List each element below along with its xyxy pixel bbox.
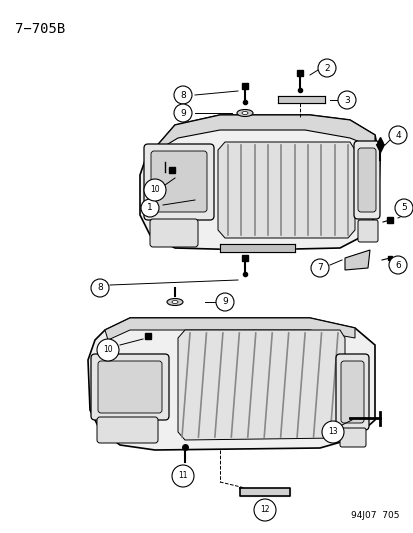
Polygon shape: [344, 250, 369, 270]
Text: 11: 11: [178, 472, 188, 481]
FancyBboxPatch shape: [151, 151, 206, 212]
Polygon shape: [178, 330, 344, 440]
Polygon shape: [88, 318, 374, 450]
Text: 6: 6: [394, 261, 400, 270]
FancyBboxPatch shape: [353, 141, 379, 219]
FancyBboxPatch shape: [97, 417, 158, 443]
Circle shape: [91, 279, 109, 297]
FancyBboxPatch shape: [357, 148, 375, 212]
Circle shape: [337, 91, 355, 109]
Polygon shape: [240, 488, 289, 496]
Circle shape: [171, 465, 194, 487]
Polygon shape: [140, 115, 379, 250]
Circle shape: [254, 499, 275, 521]
Ellipse shape: [171, 301, 178, 303]
Circle shape: [394, 199, 412, 217]
Text: 2: 2: [323, 63, 329, 72]
Circle shape: [388, 256, 406, 274]
Polygon shape: [218, 142, 354, 238]
Ellipse shape: [242, 111, 247, 115]
Circle shape: [388, 126, 406, 144]
Circle shape: [97, 339, 119, 361]
Text: 7: 7: [316, 263, 322, 272]
Text: 3: 3: [343, 95, 349, 104]
Ellipse shape: [236, 109, 252, 117]
Text: 13: 13: [328, 427, 337, 437]
FancyBboxPatch shape: [357, 220, 377, 242]
Text: 5: 5: [400, 204, 406, 213]
Circle shape: [317, 59, 335, 77]
FancyBboxPatch shape: [91, 354, 169, 420]
Circle shape: [144, 179, 166, 201]
FancyBboxPatch shape: [340, 361, 363, 423]
Circle shape: [216, 293, 233, 311]
Text: 4: 4: [394, 131, 400, 140]
Circle shape: [173, 104, 192, 122]
Text: 12: 12: [260, 505, 269, 514]
Text: 1: 1: [147, 204, 152, 213]
FancyBboxPatch shape: [144, 144, 214, 220]
Circle shape: [310, 259, 328, 277]
Circle shape: [321, 421, 343, 443]
Text: 10: 10: [103, 345, 112, 354]
Circle shape: [173, 86, 192, 104]
Polygon shape: [105, 318, 354, 340]
FancyBboxPatch shape: [98, 361, 161, 413]
Ellipse shape: [166, 298, 183, 305]
Text: 8: 8: [97, 284, 102, 293]
Text: 7−705B: 7−705B: [15, 22, 65, 36]
Text: 8: 8: [180, 91, 185, 100]
Circle shape: [141, 199, 159, 217]
Polygon shape: [154, 115, 374, 150]
Text: 10: 10: [150, 185, 159, 195]
FancyBboxPatch shape: [335, 354, 368, 430]
FancyBboxPatch shape: [150, 219, 197, 247]
FancyBboxPatch shape: [339, 428, 365, 447]
Text: 94J07  705: 94J07 705: [351, 511, 399, 520]
Text: 9: 9: [222, 297, 227, 306]
Text: 9: 9: [180, 109, 185, 117]
